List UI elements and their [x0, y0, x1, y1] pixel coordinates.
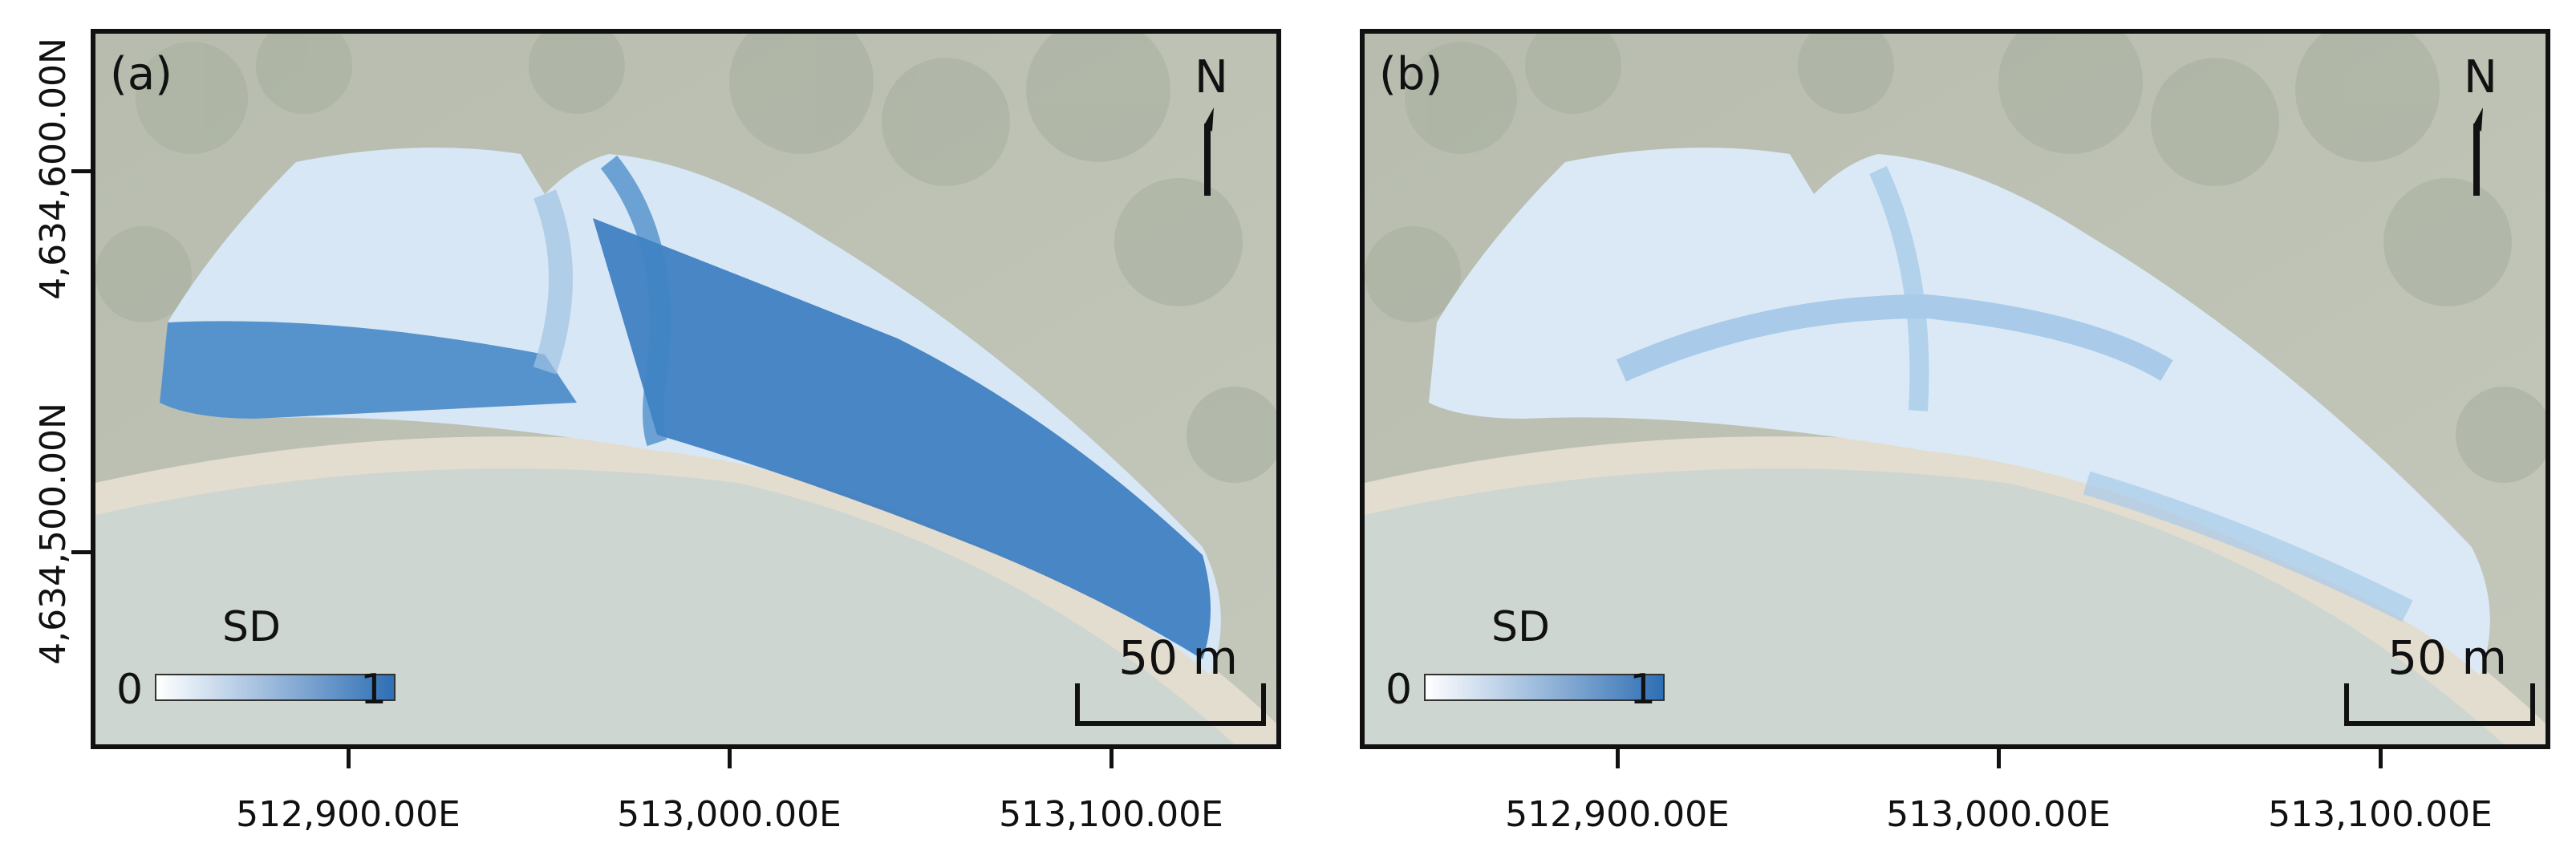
scale-bar: 50 m: [2343, 630, 2536, 727]
legend-title: SD: [222, 603, 282, 651]
y-tick: [71, 550, 91, 554]
legend-colorbar: [1424, 674, 1665, 701]
legend-min: 0: [116, 666, 144, 714]
legend-max: 1: [1629, 666, 1657, 714]
scale-bar-icon: [1075, 683, 1266, 726]
north-arrow-icon: [2473, 107, 2483, 196]
x-tick-label: 513,100.00E: [999, 794, 1223, 835]
north-arrow: N: [1183, 51, 1239, 204]
x-tick: [1616, 749, 1620, 768]
x-tick-label: 512,900.00E: [1505, 794, 1730, 835]
x-tick: [728, 749, 732, 768]
map-panel-b: (b) N SD 0 1 50 m: [1360, 29, 2550, 749]
scale-bar-icon: [2344, 683, 2535, 726]
north-label: N: [1195, 51, 1228, 103]
aerial-basemap: [1365, 34, 2546, 744]
x-tick: [1997, 749, 2001, 768]
map-panel-a: (a) N SD 0 1 50 m: [91, 29, 1281, 749]
x-tick: [2379, 749, 2383, 768]
legend-min: 0: [1385, 666, 1413, 714]
north-arrow: N: [2452, 51, 2509, 204]
x-tick-label: 513,100.00E: [2268, 794, 2493, 835]
scale-bar-label: 50 m: [1118, 630, 1238, 685]
y-tick-label: 4,634,600.00N: [32, 38, 74, 300]
north-label: N: [2464, 51, 2497, 103]
north-arrow-icon: [1204, 107, 1214, 196]
scale-bar: 50 m: [1074, 630, 1267, 727]
scale-bar-label: 50 m: [2387, 630, 2507, 685]
panel-label: (a): [110, 48, 173, 100]
x-tick: [347, 749, 351, 768]
legend-title: SD: [1491, 603, 1551, 651]
x-tick: [1110, 749, 1114, 768]
legend-colorbar: [155, 674, 396, 701]
sd-legend: SD 0 1: [1381, 603, 1669, 723]
x-tick-label: 512,900.00E: [236, 794, 460, 835]
legend-max: 1: [360, 666, 387, 714]
sd-overlay: [1429, 148, 2490, 675]
panel-label: (b): [1379, 48, 1443, 100]
x-tick-label: 513,000.00E: [617, 794, 842, 835]
x-tick-label: 513,000.00E: [1886, 794, 2111, 835]
sd-legend: SD 0 1: [112, 603, 400, 723]
y-tick: [71, 169, 91, 173]
y-tick-label: 4,634,500.00N: [32, 403, 74, 665]
